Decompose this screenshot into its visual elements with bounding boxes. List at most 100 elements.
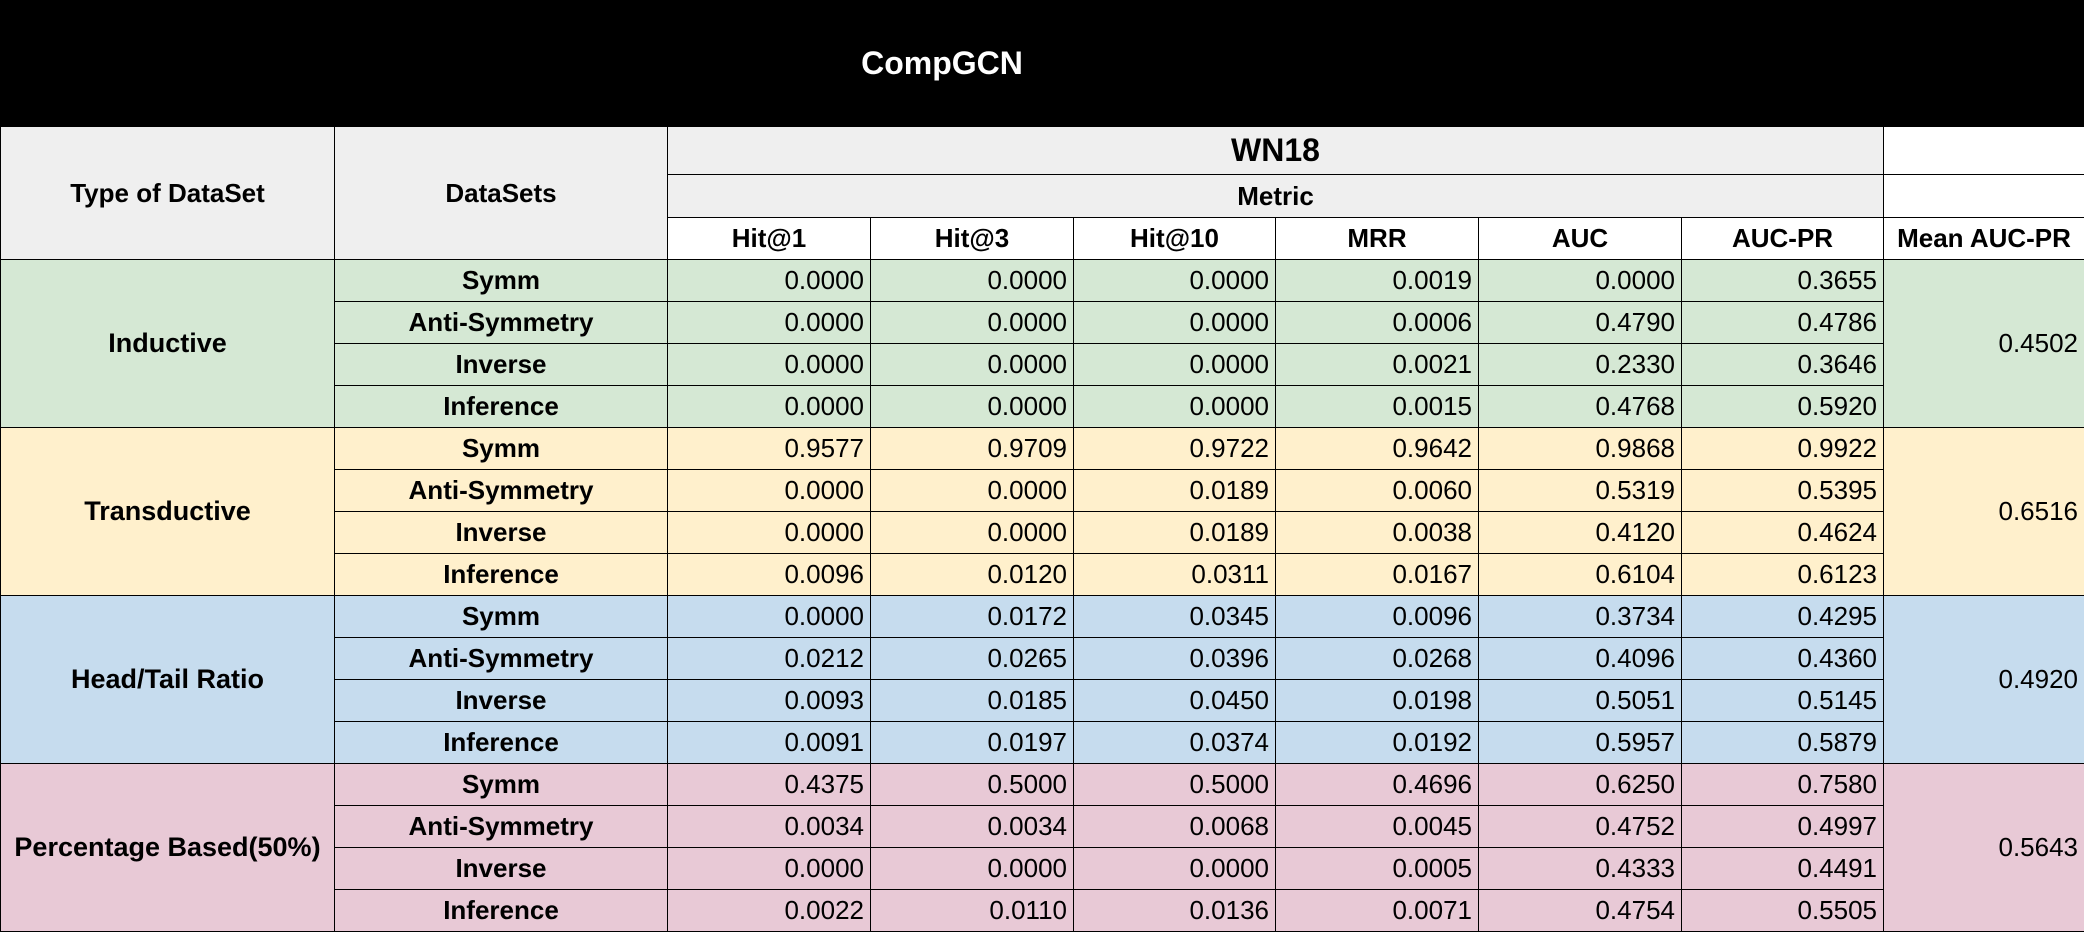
metric-value: 0.6250 xyxy=(1478,763,1682,806)
metric-value: 0.0000 xyxy=(667,385,871,428)
blank-header-cell xyxy=(1883,174,2084,218)
metric-value: 0.0060 xyxy=(1275,469,1479,512)
metric-value: 0.5957 xyxy=(1478,721,1682,764)
metric-value: 0.4786 xyxy=(1680,301,1885,344)
table-row: Inference 0.0091 0.0197 0.0374 0.0192 0.5957 0… xyxy=(1,721,2084,764)
dataset-name: Inverse xyxy=(334,847,668,890)
metric-value: 0.0038 xyxy=(1275,511,1479,554)
metric-value: 0.9922 xyxy=(1680,427,1885,470)
dataset-name: Inference xyxy=(334,721,668,764)
metric-value: 0.4997 xyxy=(1680,805,1885,848)
metric-value: 0.0019 xyxy=(1275,259,1479,302)
metric-value: 0.5000 xyxy=(870,763,1074,806)
metric-value: 0.0000 xyxy=(870,469,1074,512)
group-mean-auc-pr: 0.6516 xyxy=(1883,427,2084,596)
metric-value: 0.5505 xyxy=(1680,889,1885,932)
metric-value: 0.0096 xyxy=(1275,595,1479,638)
metric-value: 0.4360 xyxy=(1680,637,1885,680)
metric-value: 0.6104 xyxy=(1478,553,1682,596)
metric-value: 0.4696 xyxy=(1275,763,1479,806)
metric-value: 0.4375 xyxy=(667,763,871,806)
metric-value: 0.9722 xyxy=(1073,427,1276,470)
metric-value: 0.0000 xyxy=(667,595,871,638)
metric-value: 0.3646 xyxy=(1680,343,1885,386)
metric-value: 0.4295 xyxy=(1680,595,1885,638)
dataset-name: Anti-Symmetry xyxy=(334,301,668,344)
metric-group-header: Metric xyxy=(666,174,1885,218)
metric-value: 0.0374 xyxy=(1073,721,1276,764)
metric-value: 0.0000 xyxy=(870,259,1074,302)
table-row: Anti-Symmetry 0.0000 0.0000 0.0189 0.0060 0.5… xyxy=(1,469,2084,512)
metric-value: 0.5879 xyxy=(1680,721,1885,764)
metric-value: 0.6123 xyxy=(1680,553,1885,596)
metric-value: 0.0000 xyxy=(870,511,1074,554)
metric-value: 0.0000 xyxy=(870,847,1074,890)
metric-value: 0.4333 xyxy=(1478,847,1682,890)
metric-value: 0.0185 xyxy=(870,679,1074,722)
metric-value: 0.4790 xyxy=(1478,301,1682,344)
table-row: Anti-Symmetry 0.0034 0.0034 0.0068 0.0045 0.4… xyxy=(1,805,2084,848)
metric-value: 0.0450 xyxy=(1073,679,1276,722)
dataset-name: Inference xyxy=(334,889,668,932)
table-title: CompGCN xyxy=(0,0,1885,127)
metric-value: 0.0034 xyxy=(870,805,1074,848)
group-type-label: Transductive xyxy=(0,427,335,596)
metric-value: 0.0000 xyxy=(667,469,871,512)
metric-header-mrr: MRR xyxy=(1275,217,1479,260)
title-side-cell xyxy=(1883,0,2084,43)
metric-value: 0.0071 xyxy=(1275,889,1479,932)
table-row: Inverse 0.0093 0.0185 0.0450 0.0198 0.5051 0.5… xyxy=(1,679,2084,722)
group-type-label: Inductive xyxy=(0,259,335,428)
dataset-name: Anti-Symmetry xyxy=(334,805,668,848)
metric-value: 0.5920 xyxy=(1680,385,1885,428)
group-mean-auc-pr: 0.4920 xyxy=(1883,595,2084,764)
metric-value: 0.0172 xyxy=(870,595,1074,638)
metric-value: 0.0000 xyxy=(1073,847,1276,890)
dataset-name: Inference xyxy=(334,553,668,596)
title-side-cell xyxy=(1883,42,2084,86)
metric-header-hit3: Hit@3 xyxy=(870,217,1074,260)
metric-value: 0.0000 xyxy=(667,847,871,890)
table-row: Inverse 0.0000 0.0000 0.0000 0.0005 0.4333 0.4… xyxy=(1,847,2084,890)
table-row: Inductive Symm 0.0000 0.0000 0.0000 0.0019 0.0… xyxy=(0,259,2084,428)
metric-value: 0.0034 xyxy=(667,805,871,848)
table-row: Percentage Based(50%) Symm 0.4375 0.5000 0.5… xyxy=(0,763,2084,932)
dataset-name: Inference xyxy=(334,385,668,428)
metric-value: 0.0000 xyxy=(1073,343,1276,386)
metric-value: 0.0167 xyxy=(1275,553,1479,596)
metric-value: 0.0045 xyxy=(1275,805,1479,848)
metric-value: 0.5395 xyxy=(1680,469,1885,512)
metric-value: 0.2330 xyxy=(1478,343,1682,386)
dataset-name: Inverse xyxy=(334,343,668,386)
table-row: Anti-Symmetry 0.0212 0.0265 0.0396 0.0268 0.4… xyxy=(1,637,2084,680)
dataset-name: Symm xyxy=(334,427,668,470)
metric-header-auc: AUC xyxy=(1478,217,1682,260)
metric-value: 0.0192 xyxy=(1275,721,1479,764)
group-mean-auc-pr: 0.4502 xyxy=(1883,259,2084,428)
metric-value: 0.0345 xyxy=(1073,595,1276,638)
metric-value: 0.0000 xyxy=(667,511,871,554)
table-row: Inverse 0.0000 0.0000 0.0000 0.0021 0.2330 0.3… xyxy=(1,343,2084,386)
metric-value: 0.0096 xyxy=(667,553,871,596)
metric-value: 0.0091 xyxy=(667,721,871,764)
metric-value: 0.4096 xyxy=(1478,637,1682,680)
mean-auc-pr-header: Mean AUC-PR xyxy=(1883,217,2084,260)
dataset-name: Symm xyxy=(334,595,668,638)
table-row: Inference 0.0022 0.0110 0.0136 0.0071 0.4754 0… xyxy=(1,889,2084,932)
metric-value: 0.0110 xyxy=(870,889,1074,932)
metric-value: 0.0022 xyxy=(667,889,871,932)
metric-value: 0.0000 xyxy=(1073,385,1276,428)
metric-value: 0.0197 xyxy=(870,721,1074,764)
dataset-name-header: WN18 xyxy=(666,126,1885,175)
metric-value: 0.0000 xyxy=(870,385,1074,428)
metric-value: 0.0000 xyxy=(1073,259,1276,302)
metric-value: 0.0000 xyxy=(667,343,871,386)
metric-value: 0.5051 xyxy=(1478,679,1682,722)
metric-value: 0.0136 xyxy=(1073,889,1276,932)
metric-header-hit10: Hit@10 xyxy=(1073,217,1276,260)
metric-value: 0.4624 xyxy=(1680,511,1885,554)
blank-header-cell xyxy=(1883,126,2084,175)
metric-value: 0.0198 xyxy=(1275,679,1479,722)
metric-value: 0.0120 xyxy=(870,553,1074,596)
